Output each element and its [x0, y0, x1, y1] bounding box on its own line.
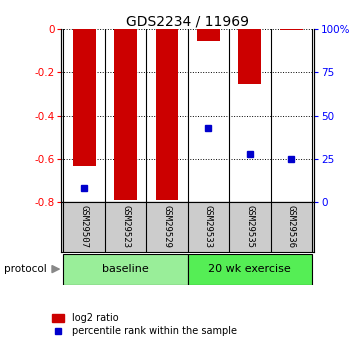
Text: GSM29529: GSM29529	[162, 205, 171, 248]
Text: baseline: baseline	[102, 264, 149, 274]
Text: GSM29523: GSM29523	[121, 205, 130, 248]
Bar	[73, 29, 96, 166]
Title: GDS2234 / 11969: GDS2234 / 11969	[126, 14, 249, 28]
Legend: log2 ratio, percentile rank within the sample: log2 ratio, percentile rank within the s…	[48, 309, 240, 340]
Text: 20 wk exercise: 20 wk exercise	[209, 264, 291, 274]
Text: protocol: protocol	[4, 264, 46, 274]
Text: GSM29535: GSM29535	[245, 205, 255, 248]
Text: GSM29507: GSM29507	[80, 205, 89, 248]
Bar	[64, 254, 188, 285]
Bar	[156, 29, 178, 200]
Bar	[280, 29, 303, 30]
Text: GSM29533: GSM29533	[204, 205, 213, 248]
Bar	[188, 254, 312, 285]
Bar	[239, 29, 261, 84]
Bar	[197, 29, 220, 41]
Bar	[114, 29, 137, 200]
Text: GSM29536: GSM29536	[287, 205, 296, 248]
